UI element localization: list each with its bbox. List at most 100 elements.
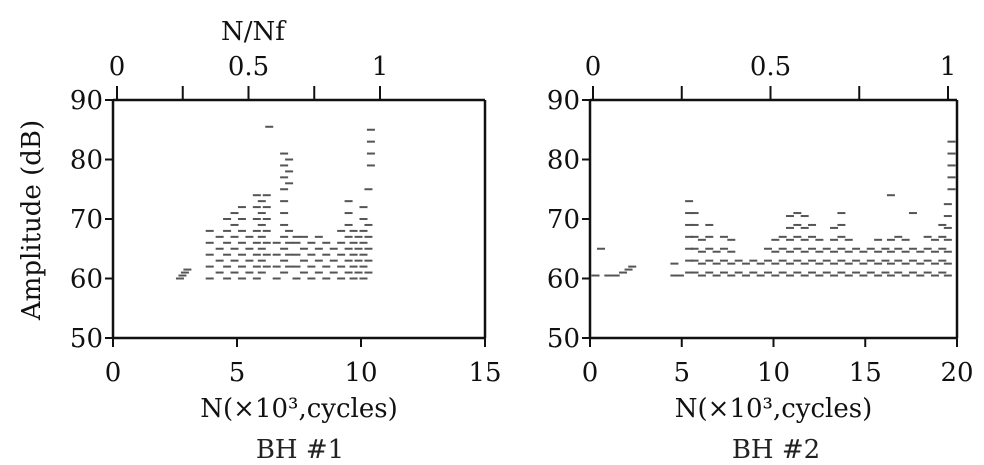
data-point xyxy=(894,247,903,250)
data-point xyxy=(322,241,331,244)
data-point xyxy=(685,200,694,203)
data-point xyxy=(299,235,308,238)
data-point xyxy=(359,265,368,268)
data-point xyxy=(364,259,373,262)
data-point xyxy=(712,250,721,253)
data-point xyxy=(292,265,301,268)
data-point xyxy=(619,271,628,274)
data-point xyxy=(366,140,375,143)
data-point xyxy=(800,250,809,253)
data-point xyxy=(947,164,956,167)
data-point xyxy=(690,271,699,274)
data-point xyxy=(252,265,261,268)
data-point xyxy=(262,229,271,232)
data-point xyxy=(943,238,952,241)
data-point xyxy=(292,241,301,244)
data-point xyxy=(749,259,758,262)
data-point xyxy=(257,235,266,238)
data-point xyxy=(800,226,809,229)
data-point xyxy=(344,235,353,238)
data-point xyxy=(280,223,289,226)
data-point xyxy=(364,223,373,226)
data-point xyxy=(359,206,368,209)
data-point xyxy=(808,235,817,238)
data-point xyxy=(354,235,363,238)
data-point xyxy=(280,259,289,262)
data-point xyxy=(624,268,633,271)
y-tick-label: 50 xyxy=(547,324,580,354)
data-point xyxy=(685,271,694,274)
data-point xyxy=(366,152,375,155)
data-point xyxy=(947,176,956,179)
data-point xyxy=(859,250,868,253)
data-point xyxy=(344,259,353,262)
data-point xyxy=(349,229,358,232)
data-point xyxy=(756,274,765,277)
data-point xyxy=(354,271,363,274)
data-point xyxy=(285,229,294,232)
data-point xyxy=(697,238,706,241)
data-point xyxy=(272,253,281,256)
data-point xyxy=(901,262,910,265)
data-point xyxy=(908,271,917,274)
data-point xyxy=(364,247,373,250)
data-point xyxy=(727,250,736,253)
data-point xyxy=(697,250,706,253)
data-point xyxy=(349,253,358,256)
data-point xyxy=(734,271,743,274)
data-point xyxy=(763,247,772,250)
data-point xyxy=(364,188,373,191)
data-point xyxy=(822,271,831,274)
data-point xyxy=(778,271,787,274)
x-axis-title: N(×10³,cycles) xyxy=(675,394,872,424)
data-point xyxy=(285,241,294,244)
x-tick-label: 15 xyxy=(849,358,882,388)
top-tick-label: 0.5 xyxy=(228,52,269,82)
data-point xyxy=(262,206,271,209)
data-point xyxy=(874,250,883,253)
data-point xyxy=(215,259,224,262)
data-point xyxy=(292,277,301,280)
data-point xyxy=(359,229,368,232)
data-point xyxy=(280,200,289,203)
data-point xyxy=(859,274,868,277)
data-point xyxy=(705,247,714,250)
data-point xyxy=(916,274,925,277)
data-point xyxy=(793,235,802,238)
data-point xyxy=(786,274,795,277)
data-point xyxy=(245,259,254,262)
data-point xyxy=(685,223,694,226)
data-point xyxy=(837,223,846,226)
data-point xyxy=(771,274,780,277)
data-point xyxy=(815,238,824,241)
data-point xyxy=(237,265,246,268)
data-point xyxy=(205,265,214,268)
data-point xyxy=(280,212,289,215)
data-point xyxy=(675,274,684,277)
data-point xyxy=(930,262,939,265)
data-point xyxy=(280,271,289,274)
data-point xyxy=(230,271,239,274)
data-point xyxy=(778,259,787,262)
data-point xyxy=(943,203,952,206)
data-point xyxy=(245,247,254,250)
data-point xyxy=(223,218,232,220)
data-point xyxy=(280,164,289,167)
data-point xyxy=(800,274,809,277)
data-point xyxy=(280,235,289,238)
data-point xyxy=(923,259,932,262)
data-point xyxy=(257,200,266,203)
data-point xyxy=(178,274,187,277)
data-point xyxy=(886,238,895,241)
data-point xyxy=(938,259,947,262)
data-point xyxy=(793,271,802,274)
data-point xyxy=(685,212,694,215)
data-point xyxy=(886,262,895,265)
y-tick-label: 80 xyxy=(547,146,580,176)
data-point xyxy=(314,247,323,250)
data-point xyxy=(215,235,224,238)
data-point xyxy=(697,262,706,265)
x-axis-title: N(×10³,cycles) xyxy=(200,394,397,424)
data-point xyxy=(364,271,373,274)
